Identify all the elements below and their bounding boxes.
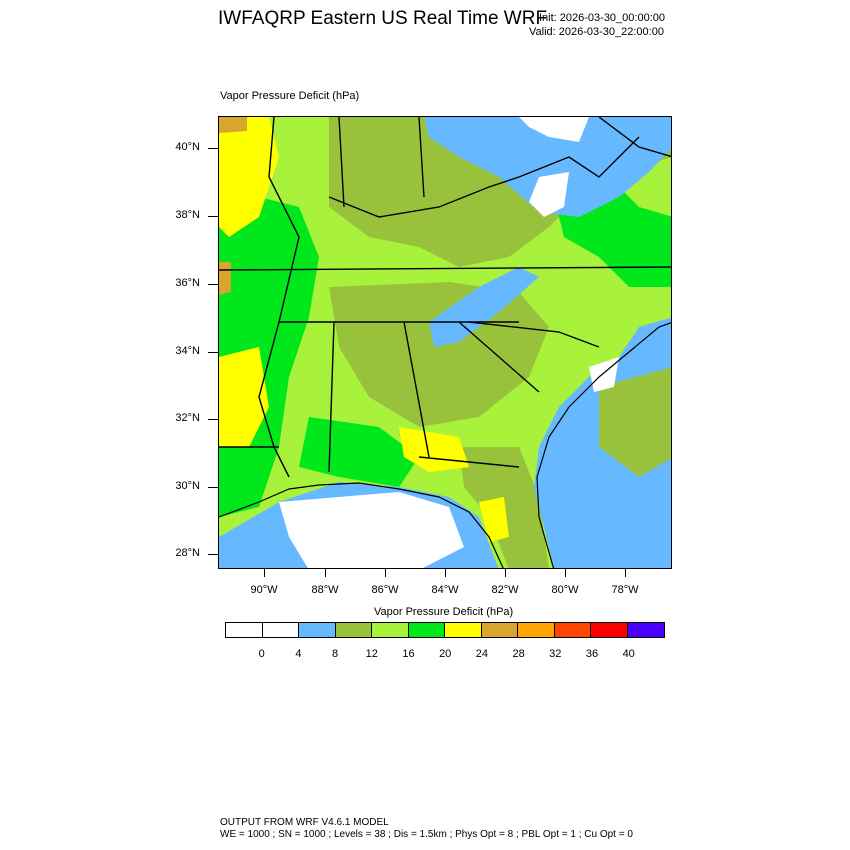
lon-label-84: 84°W	[431, 584, 459, 596]
gulf-white-patch	[279, 492, 464, 568]
colorbar-swatch	[335, 623, 373, 637]
colorbar	[225, 622, 666, 638]
vpd-map	[219, 117, 671, 568]
lat-tick	[208, 216, 218, 217]
colorbar-label: 16	[402, 648, 415, 660]
lon-label-88: 88°W	[311, 584, 339, 596]
colorbar-swatch	[445, 623, 482, 637]
colorbar-swatch	[372, 623, 409, 637]
lat-label-38: 38°N	[175, 209, 200, 221]
border-in-il	[338, 117, 345, 208]
colorbar-label: 24	[475, 648, 489, 660]
footer-config-info: WE = 1000 ; SN = 1000 ; Levels = 38 ; Di…	[220, 829, 633, 840]
border-al-ga	[403, 321, 430, 458]
lon-tick	[625, 569, 626, 577]
colorbar-label: 12	[365, 648, 378, 660]
colorbar-label: 8	[332, 648, 339, 660]
lon-tick	[385, 569, 386, 577]
white-region-mountains	[529, 172, 569, 217]
main-title: IWFAQRP Eastern US Real Time WRF	[218, 8, 548, 29]
init-time: Init: 2026-03-30_00:00:00	[539, 12, 665, 24]
colorbar-swatch	[408, 623, 446, 637]
colorbar-label: 20	[439, 648, 452, 660]
state-boundaries	[219, 117, 671, 478]
lon-label-90: 90°W	[250, 584, 278, 596]
yellow-region-sw	[219, 347, 269, 447]
lat-tick	[208, 419, 218, 420]
lon-label-86: 86°W	[371, 584, 399, 596]
lat-tick	[208, 148, 218, 149]
lat-tick	[208, 352, 218, 353]
colorbar-label: 40	[622, 648, 635, 660]
border-ky-oh	[328, 176, 520, 218]
border-ms-al	[328, 321, 335, 473]
colorbar-label: 4	[295, 648, 302, 660]
lon-label-82: 82°W	[491, 584, 519, 596]
colorbar-label: 28	[512, 648, 525, 660]
colorbar-label: 32	[549, 648, 562, 660]
yellow-region-nw	[219, 117, 279, 237]
colorbar-swatch	[627, 623, 665, 637]
border-tn-ky	[219, 266, 671, 271]
colorbar-swatch	[299, 623, 336, 637]
lat-label-30: 30°N	[175, 480, 200, 492]
border-va-md	[598, 117, 671, 158]
lat-label-28: 28°N	[175, 547, 200, 559]
lat-tick	[208, 554, 218, 555]
lat-tick	[208, 284, 218, 285]
atlantic-olive-patch	[599, 367, 671, 477]
footer-model-info: OUTPUT FROM WRF V4.6.1 MODEL	[220, 817, 389, 828]
lon-tick	[505, 569, 506, 577]
lat-label-40: 40°N	[175, 141, 200, 153]
lon-tick	[565, 569, 566, 577]
map-panel	[218, 116, 672, 569]
yellow-region-panhandle	[479, 497, 509, 542]
tan-region-nw	[219, 117, 247, 133]
border-wv-va	[518, 136, 640, 178]
lon-tick	[325, 569, 326, 577]
lon-tick	[264, 569, 265, 577]
white-region-northeast	[519, 117, 589, 142]
lat-tick	[208, 487, 218, 488]
lat-label-36: 36°N	[175, 277, 200, 289]
lon-label-80: 80°W	[551, 584, 579, 596]
lon-label-78: 78°W	[611, 584, 639, 596]
border-oh-in	[418, 117, 425, 198]
border-ga-sc	[458, 321, 540, 393]
tan-region-ar	[219, 262, 231, 295]
olive-region-central	[329, 282, 549, 427]
border-ga-fl	[418, 456, 520, 468]
colorbar-label: 36	[585, 648, 599, 660]
lat-label-32: 32°N	[175, 412, 200, 424]
colorbar-title: Vapor Pressure Deficit (hPa)	[374, 606, 514, 618]
colorbar-label: 0	[258, 648, 265, 660]
valid-time: Valid: 2026-03-30_22:00:00	[529, 26, 664, 38]
field-title: Vapor Pressure Deficit (hPa)	[220, 90, 360, 102]
blue-region-appalachia	[429, 267, 539, 347]
coastline	[219, 322, 671, 568]
colorbar-swatch	[591, 623, 628, 637]
colorbar-swatch	[518, 623, 555, 637]
lon-tick	[445, 569, 446, 577]
colorbar-swatch	[262, 623, 300, 637]
border-nc-sc	[468, 321, 600, 348]
colorbar-swatch	[554, 623, 592, 637]
colorbar-swatch	[226, 623, 263, 637]
colorbar-swatch	[481, 623, 519, 637]
atlantic-white-patch	[589, 357, 619, 392]
lat-label-34: 34°N	[175, 345, 200, 357]
blue-region-northeast	[424, 117, 671, 217]
